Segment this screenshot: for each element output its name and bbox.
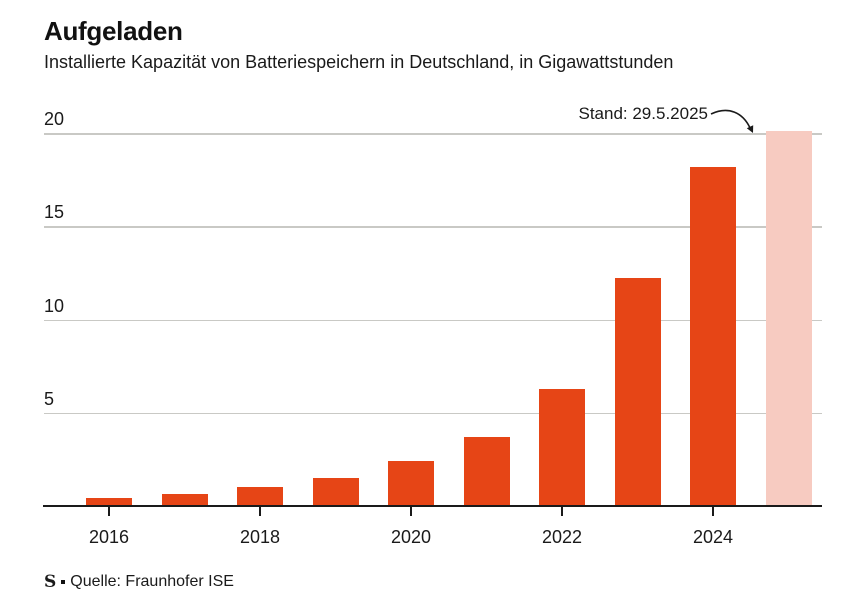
bar-2025 bbox=[765, 131, 812, 506]
bar-2020 bbox=[388, 461, 434, 506]
annotation-label: Stand: 29.5.2025 bbox=[578, 104, 708, 123]
y-axis-label: 5 bbox=[44, 388, 55, 409]
y-axis-label: 20 bbox=[44, 109, 65, 129]
annotation-arrow-icon bbox=[710, 109, 754, 133]
x-axis-label: 2016 bbox=[88, 527, 130, 547]
bar-2018 bbox=[237, 487, 283, 506]
x-axis-label: 2020 bbox=[390, 527, 432, 547]
y-axis-label: 15 bbox=[44, 202, 65, 223]
x-axis-tick bbox=[410, 507, 412, 516]
bar-2019 bbox=[312, 478, 359, 506]
spiegel-logo: S bbox=[44, 571, 57, 592]
gridline bbox=[44, 412, 822, 415]
x-axis-label: 2022 bbox=[541, 527, 583, 547]
x-axis-tick bbox=[108, 507, 110, 516]
x-axis-tick bbox=[561, 507, 563, 516]
y-axis-label: 10 bbox=[44, 295, 65, 316]
x-axis-line bbox=[43, 505, 822, 507]
bar-2023 bbox=[614, 278, 661, 506]
source-bullet-icon bbox=[61, 580, 66, 584]
bar-2024 bbox=[690, 166, 736, 506]
bar-2022 bbox=[539, 388, 585, 506]
source-label: Quelle: Fraunhofer ISE bbox=[70, 573, 234, 590]
x-axis-tick bbox=[259, 507, 261, 516]
bar-2017 bbox=[161, 493, 208, 506]
bar-2016 bbox=[86, 497, 132, 506]
source-line: S Quelle: Fraunhofer ISE bbox=[44, 573, 234, 591]
gridline bbox=[44, 319, 822, 322]
x-axis-label: 2024 bbox=[692, 527, 734, 547]
x-axis-tick bbox=[712, 507, 714, 516]
gridline bbox=[44, 226, 822, 228]
bar-2021 bbox=[463, 436, 510, 506]
chart-title: Aufgeladen bbox=[44, 16, 183, 46]
chart-subtitle: Installierte Kapazität von Batteriespeic… bbox=[44, 52, 674, 72]
x-axis-label: 2018 bbox=[239, 527, 281, 547]
gridline bbox=[44, 133, 822, 135]
